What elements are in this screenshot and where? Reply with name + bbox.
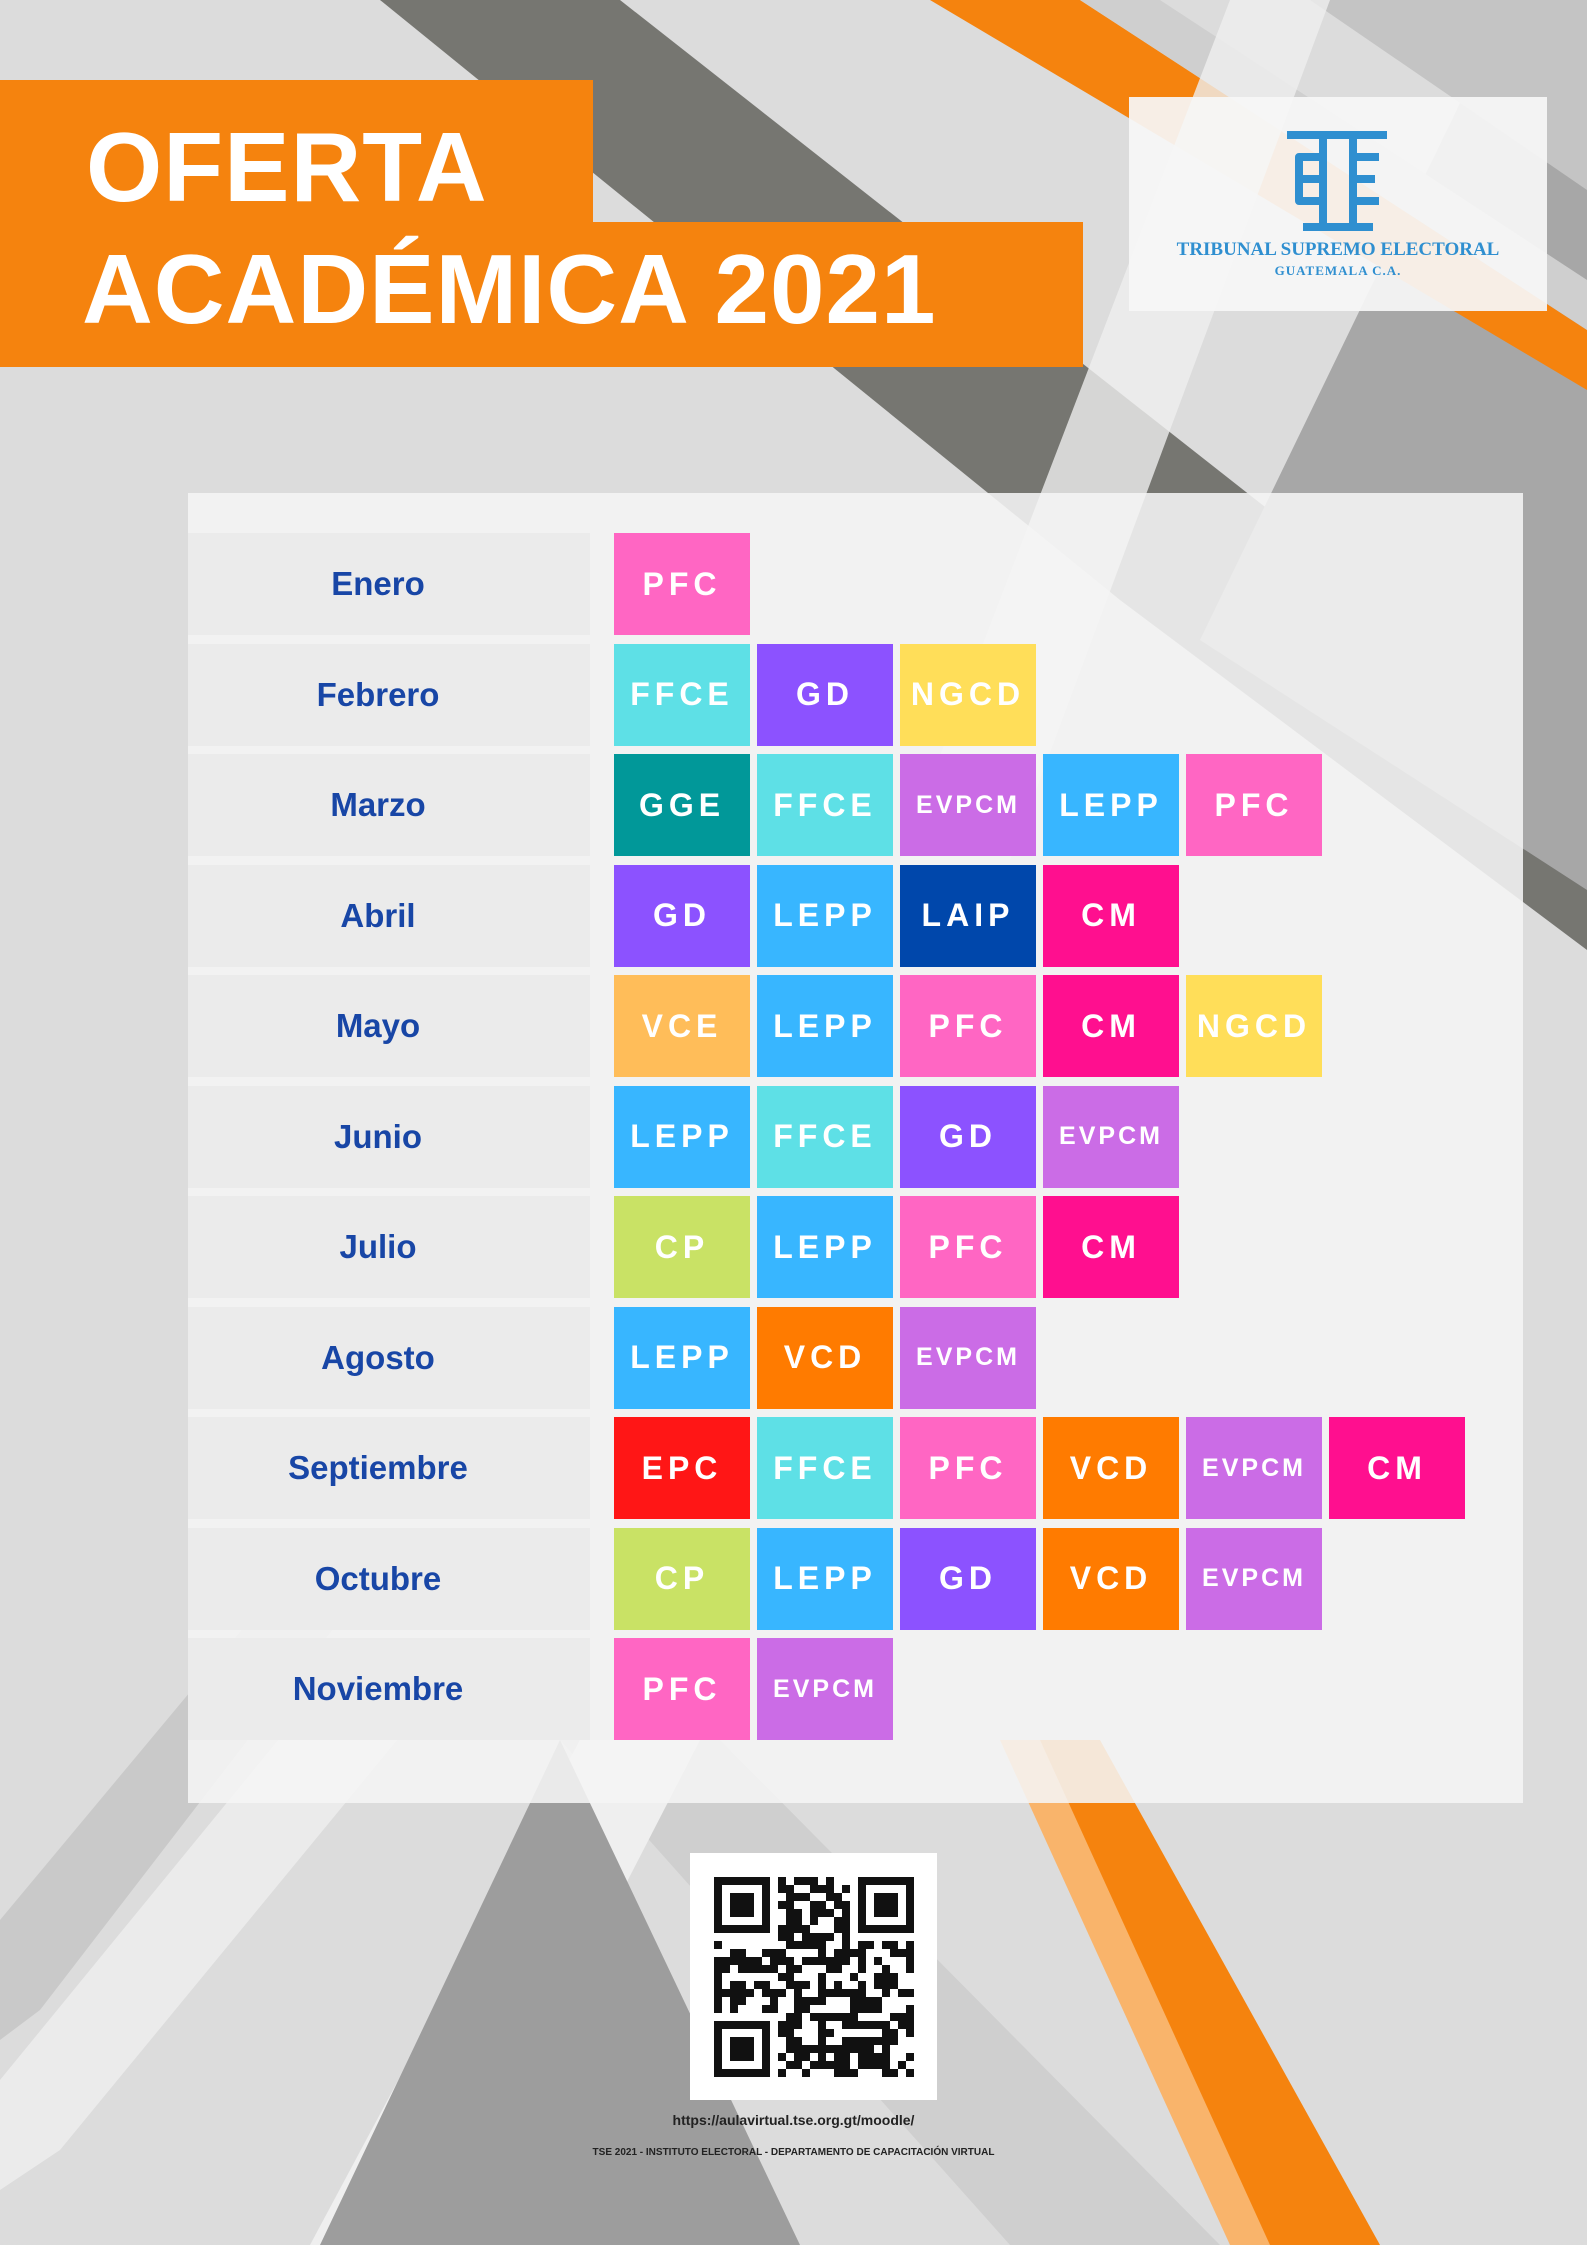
schedule-row: Febrero FFCE GD NGCD (188, 643, 1523, 746)
course-badge-vcd: VCD (757, 1306, 893, 1409)
schedule-row: Abril GD LEPP LAIP CM (188, 864, 1523, 967)
schedule-row: Octubre CP LEPP GD VCD EVPCM (188, 1527, 1523, 1630)
month-label: Abril (340, 896, 416, 934)
course-badge-pfc: PFC (900, 975, 1036, 1077)
schedule-row: Julio CP LEPP PFC CM (188, 1196, 1523, 1298)
course-badge-gd: GD (614, 864, 750, 967)
qr-code (690, 1853, 937, 2100)
title-bar-top (0, 80, 593, 230)
schedule-row: Mayo VCE LEPP PFC CM NGCD (188, 975, 1523, 1077)
schedule-row: Noviembre PFC EVPCM (188, 1638, 1523, 1740)
month-cell (188, 975, 590, 1077)
course-badge-vce: VCE (614, 975, 750, 1077)
course-badge-pfc: PFC (614, 1638, 750, 1740)
course-badge-evpcm: EVPCM (900, 754, 1036, 856)
course-badge-cp: CP (614, 1527, 750, 1630)
course-badge-laip: LAIP (900, 864, 1036, 967)
course-badge-lepp: LEPP (614, 1306, 750, 1409)
course-badge-pfc: PFC (900, 1417, 1036, 1519)
course-badge-gd: GD (900, 1527, 1036, 1630)
tse-emblem-icon (1287, 131, 1387, 231)
course-badge-gge: GGE (614, 754, 750, 856)
course-badge-lepp: LEPP (614, 1085, 750, 1188)
month-cell (188, 864, 590, 967)
schedule-table: Enero PFC Febrero FFCE GD NGCD Marzo GGE FFCE EVP… (188, 493, 1523, 1803)
course-badge-cm: CM (1043, 975, 1179, 1077)
course-badge-vcd: VCD (1043, 1527, 1179, 1630)
course-badge-cm: CM (1043, 1196, 1179, 1298)
logo: TRIBUNAL SUPREMO ELECTORAL GUATEMALA C.A… (1129, 97, 1547, 311)
month-cell (188, 1638, 590, 1740)
schedule-row: Junio LEPP FFCE GD EVPCM (188, 1085, 1523, 1188)
month-cell (188, 754, 590, 856)
month-label: Febrero (316, 675, 440, 713)
course-badge-epc: EPC (614, 1417, 750, 1519)
course-badge-vcd: VCD (1043, 1417, 1179, 1519)
qr-code-icon (714, 1877, 914, 2077)
course-badge-evpcm: EVPCM (757, 1638, 893, 1740)
course-badge-cp: CP (614, 1196, 750, 1298)
page-title-line-1: OFERTA (86, 112, 488, 222)
course-badge-gd: GD (757, 643, 893, 746)
course-badge-evpcm: EVPCM (1186, 1417, 1322, 1519)
schedule-row: Agosto LEPP VCD EVPCM (188, 1306, 1523, 1409)
course-badge-cm: CM (1329, 1417, 1465, 1519)
course-badge-pfc: PFC (614, 533, 750, 635)
course-badge-lepp: LEPP (757, 975, 893, 1077)
course-badge-ffce: FFCE (757, 754, 893, 856)
title-bar-bottom (0, 222, 1083, 367)
logo-country: GUATEMALA C.A. (1274, 263, 1402, 278)
course-badge-evpcm: EVPCM (1043, 1085, 1179, 1188)
month-label: Mayo (335, 1007, 421, 1044)
course-badge-ffce: FFCE (757, 1085, 893, 1188)
month-label: Marzo (330, 786, 426, 823)
month-label: Noviembre (292, 1670, 464, 1707)
course-badge-gd: GD (900, 1085, 1036, 1188)
month-cell (188, 643, 590, 746)
month-cell (188, 1527, 590, 1630)
moodle-url[interactable]: https://aulavirtual.tse.org.gt/moodle/ (672, 2112, 915, 2128)
month-cell (188, 1306, 590, 1409)
course-badge-pfc: PFC (900, 1196, 1036, 1298)
course-badge-lepp: LEPP (757, 864, 893, 967)
month-cell (188, 1085, 590, 1188)
course-badge-cm: CM (1043, 864, 1179, 967)
course-badge-evpcm: EVPCM (1186, 1527, 1322, 1630)
course-badge-ffce: FFCE (757, 1417, 893, 1519)
month-cell (188, 1417, 590, 1519)
month-label: Enero (331, 565, 425, 602)
month-label: Julio (339, 1228, 417, 1265)
schedule-row: Enero PFC (188, 533, 1523, 635)
month-label: Octubre (314, 1559, 442, 1597)
page-title-line-2: ACADÉMICA 2021 (82, 234, 937, 344)
course-badge-ngcd: NGCD (1186, 975, 1322, 1077)
schedule-row: Marzo GGE FFCE EVPCM LEPP PFC (188, 754, 1523, 856)
schedule-row: Septiembre EPC FFCE PFC VCD EVPCM CM (188, 1417, 1523, 1519)
course-badge-ngcd: NGCD (900, 643, 1036, 746)
month-label: Junio (334, 1117, 422, 1155)
month-cell (188, 1196, 590, 1298)
course-badge-ffce: FFCE (614, 643, 750, 746)
course-badge-lepp: LEPP (757, 1527, 893, 1630)
month-cell (188, 533, 590, 635)
course-badge-lepp: LEPP (1043, 754, 1179, 856)
month-label: Septiembre (288, 1449, 468, 1486)
month-label: Agosto (321, 1338, 435, 1376)
logo-name: TRIBUNAL SUPREMO ELECTORAL (1176, 239, 1500, 260)
course-badge-evpcm: EVPCM (900, 1306, 1036, 1409)
course-badge-pfc: PFC (1186, 754, 1322, 856)
footer-credits: TSE 2021 - INSTITUTO ELECTORAL - DEPARTA… (592, 2147, 995, 2158)
course-badge-lepp: LEPP (757, 1196, 893, 1298)
